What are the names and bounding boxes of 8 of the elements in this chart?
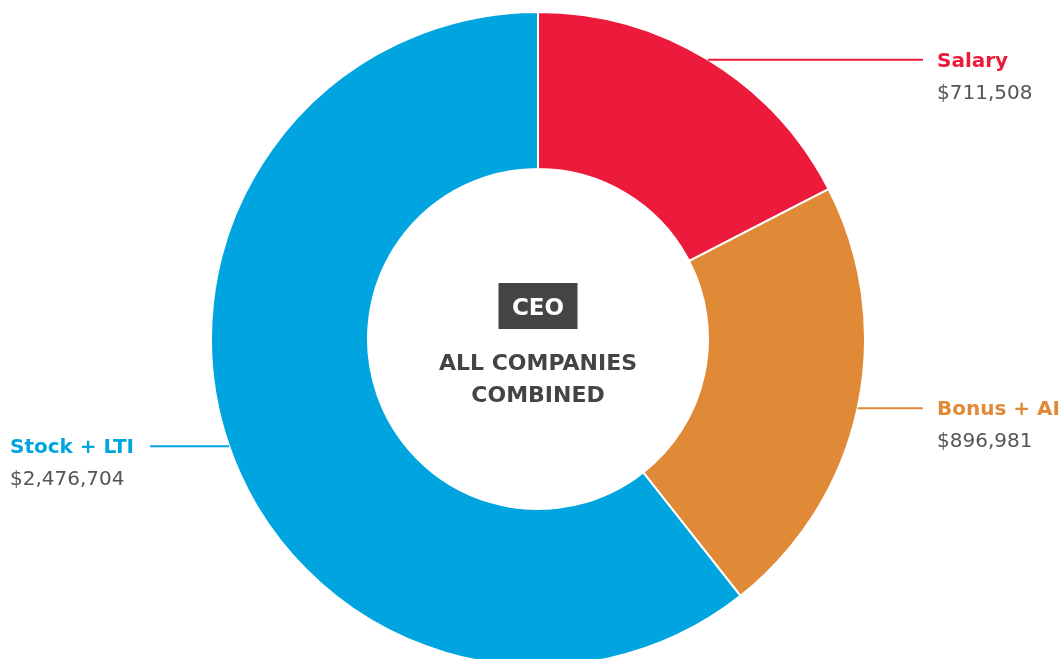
slice-label: Salary <box>937 47 1009 72</box>
data-label: $2,476,704 <box>10 466 125 491</box>
slice-label: Bonus + AI <box>937 396 1060 421</box>
text: CEO <box>511 294 565 320</box>
text: ALL COMPANIES COMBINED <box>438 350 638 407</box>
data-label: $896,981 <box>937 428 1033 453</box>
slice-label: Stock + LTI <box>10 434 135 459</box>
data-label: $711,508 <box>937 79 1033 104</box>
